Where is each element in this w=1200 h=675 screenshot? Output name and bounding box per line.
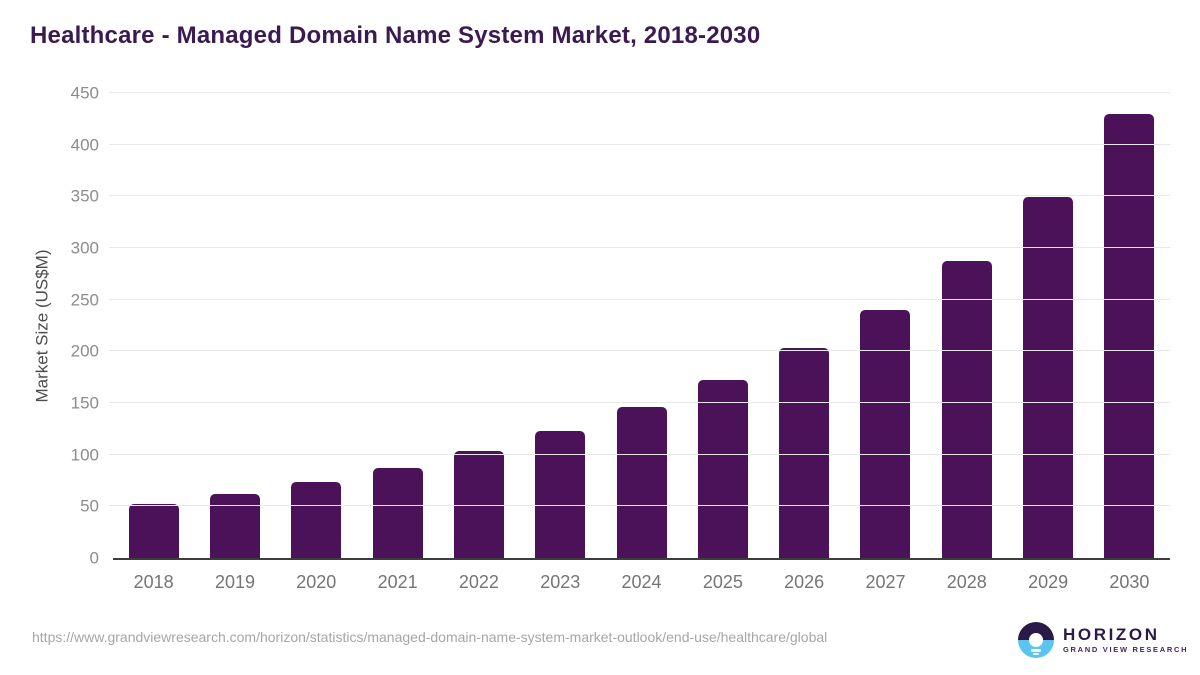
- gridline-100: [109, 453, 1170, 455]
- y-axis-title: Market Size (US$M): [26, 93, 60, 558]
- bar-slot-2023: [520, 93, 601, 558]
- bar-slot-2029: [1007, 93, 1088, 558]
- x-tick-label-2030: 2030: [1109, 572, 1150, 592]
- plot-area: 0 50 100 150 200 250 300 350 400 450: [71, 85, 1170, 567]
- horizon-reflection-line: [1033, 653, 1039, 655]
- logo-text: HORIZON GRAND VIEW RESEARCH: [1063, 626, 1188, 654]
- gridline-250: [109, 298, 1170, 300]
- horizon-logo-icon: [1018, 622, 1054, 658]
- gridline-200: [109, 350, 1170, 352]
- gridline-50: [109, 505, 1170, 507]
- gridline-300: [109, 247, 1170, 249]
- x-tick-label-2024: 2024: [621, 572, 662, 592]
- x-tick-label-2029: 2029: [1028, 572, 1069, 592]
- bar-2019: [209, 493, 260, 558]
- x-tick-label-2026: 2026: [784, 572, 825, 592]
- y-axis-title-label: Market Size (US$M): [33, 248, 52, 403]
- bar-2022: [453, 450, 504, 558]
- x-tick-label-2025: 2025: [702, 572, 743, 592]
- bar-2028: [941, 261, 992, 558]
- gridline-400: [109, 143, 1170, 145]
- bar-slot-2030: [1089, 93, 1170, 558]
- bar-slot-2019: [194, 93, 275, 558]
- horizon-reflection-line: [1031, 649, 1041, 652]
- x-tick-label-2021: 2021: [377, 572, 418, 592]
- x-tick-label-2022: 2022: [458, 572, 499, 592]
- y-tick-label-250: 250: [70, 290, 99, 310]
- x-tick-label-2019: 2019: [214, 572, 255, 592]
- logo-tagline: GRAND VIEW RESEARCH: [1063, 645, 1189, 655]
- bar-2023: [535, 430, 586, 558]
- x-tick-label-2020: 2020: [296, 572, 337, 592]
- x-axis-labels: 2018 2019 2020 2021 2022 2023 2024 2025 2026 2027…: [113, 572, 1170, 593]
- y-tick-label-100: 100: [70, 445, 99, 465]
- y-tick-label-50: 50: [80, 496, 99, 516]
- bar-slot-2025: [682, 93, 763, 558]
- bar-2025: [697, 380, 748, 558]
- gridline-350: [109, 195, 1170, 197]
- y-tick-label-150: 150: [70, 393, 99, 413]
- bar-slot-2024: [601, 93, 682, 558]
- y-tick-label-400: 400: [70, 135, 99, 155]
- bar-2018: [128, 504, 179, 558]
- bar-slot-2028: [926, 93, 1007, 558]
- x-tick-label-2028: 2028: [946, 572, 987, 592]
- bars-row: [113, 93, 1170, 558]
- bar-2030: [1104, 113, 1155, 558]
- bar-2027: [860, 310, 911, 558]
- y-tick-label-200: 200: [70, 341, 99, 361]
- bar-slot-2022: [438, 93, 519, 558]
- chart-title: Healthcare - Managed Domain Name System …: [30, 22, 761, 49]
- bar-slot-2018: [113, 93, 194, 558]
- bar-slot-2027: [845, 93, 926, 558]
- bar-2021: [372, 468, 423, 558]
- bar-2029: [1023, 197, 1074, 558]
- x-tick-label-2027: 2027: [865, 572, 906, 592]
- bar-2024: [616, 407, 667, 558]
- gridline-150: [109, 402, 1170, 404]
- bar-slot-2026: [764, 93, 845, 558]
- gridline-450: [109, 92, 1170, 93]
- bar-2026: [779, 348, 830, 558]
- bar-slot-2021: [357, 93, 438, 558]
- y-tick-label-350: 350: [70, 186, 99, 206]
- bar-slot-2020: [276, 93, 357, 558]
- x-tick-label-2023: 2023: [540, 572, 581, 592]
- y-tick-label-450: 450: [70, 83, 99, 103]
- sun-icon: [1029, 633, 1043, 647]
- logo-brand-name: HORIZON: [1063, 625, 1160, 645]
- horizon-logo: HORIZON GRAND VIEW RESEARCH: [1018, 622, 1188, 658]
- y-tick-label-300: 300: [70, 238, 99, 258]
- source-url: https://www.grandviewresearch.com/horizo…: [32, 629, 828, 645]
- y-tick-label-0: 0: [89, 548, 99, 568]
- x-tick-label-2018: 2018: [133, 572, 174, 592]
- bar-2020: [291, 481, 342, 558]
